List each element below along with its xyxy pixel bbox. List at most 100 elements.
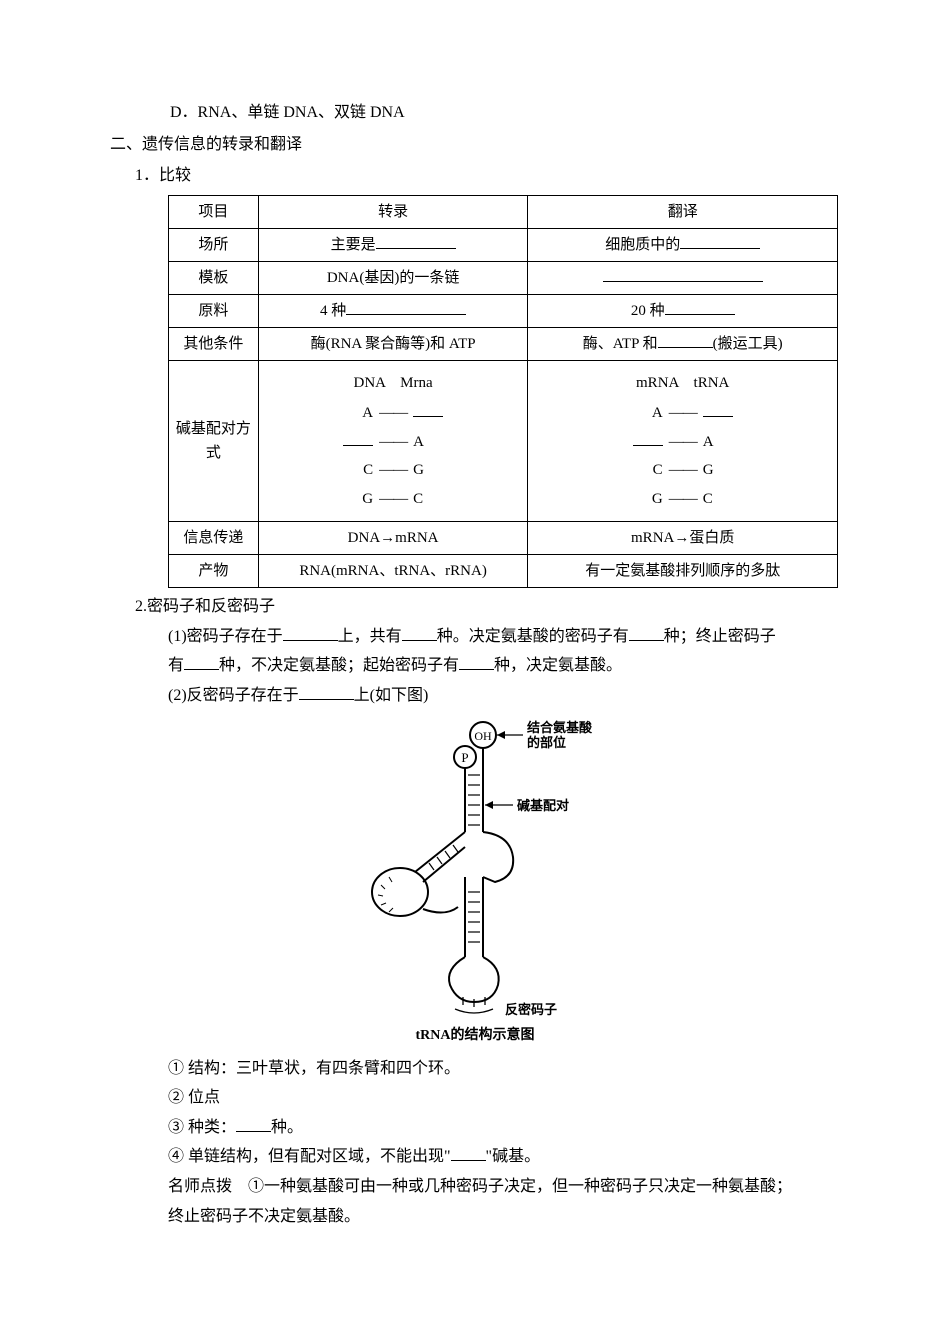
pair-r: A xyxy=(413,428,449,457)
codon-line-3: (2)反密码子存在于 上(如下图) xyxy=(110,683,840,709)
pair-r: G xyxy=(413,456,449,485)
pairing-left-header: DNA Mrna xyxy=(261,369,526,398)
t: ③ 种类： xyxy=(168,1119,236,1136)
row-place-c2-pre: 主要是 xyxy=(331,237,376,253)
row-material-c3-pre: 20 种 xyxy=(631,303,665,319)
bullet-1: ① 结构：三叶草状，有四条臂和四个环。 xyxy=(110,1056,840,1082)
blank xyxy=(299,684,354,700)
pairing-left-block: DNA Mrna A—— ——A C——G G——C xyxy=(261,365,526,518)
row-template-c1: 模板 xyxy=(169,261,259,294)
th-item: 项目 xyxy=(169,195,259,228)
pairing-right-block: mRNA tRNA A—— ——A C——G G——C xyxy=(530,365,835,518)
blank xyxy=(184,654,219,670)
th-translation: 翻译 xyxy=(528,195,838,228)
row-material-c3: 20 种 xyxy=(528,294,838,327)
row-product-c1: 产物 xyxy=(169,555,259,588)
blank xyxy=(283,625,338,641)
blank xyxy=(665,300,735,315)
item-1-compare: 1．比较 xyxy=(110,163,840,189)
row-other-c3: 酶、ATP 和 (搬运工具) xyxy=(528,327,838,360)
document-body: D．RNA、单链 DNA、双链 DNA 二、遗传信息的转录和翻译 1．比较 项目… xyxy=(110,100,840,1229)
comparison-table: 项目 转录 翻译 场所 主要是 细胞质中的 模板 DNA(基因)的一条链 原料 xyxy=(168,195,838,589)
row-other-c3-post: (搬运工具) xyxy=(713,336,783,352)
comparison-table-wrap: 项目 转录 翻译 场所 主要是 细胞质中的 模板 DNA(基因)的一条链 原料 xyxy=(110,195,840,589)
row-place-c3: 细胞质中的 xyxy=(528,228,838,261)
anticodon-label: 反密码子 xyxy=(505,1002,557,1017)
t: (2)反密码子存在于 xyxy=(168,687,299,704)
blank xyxy=(451,1145,486,1161)
pair-l: A xyxy=(337,399,373,428)
row-product-c2: RNA(mRNA、tRNA、rRNA) xyxy=(258,555,528,588)
th-transcription: 转录 xyxy=(258,195,528,228)
row-info-c3: mRNA→蛋白质 xyxy=(528,522,838,555)
blank xyxy=(703,402,733,417)
info-mrna: mRNA xyxy=(395,530,438,546)
codon-line-1: (1)密码子存在于 上，共有 种。决定氨基酸的密码子有 种；终止密码子 xyxy=(110,624,840,650)
t: 种；终止密码子 xyxy=(664,628,776,645)
row-place-c3-pre: 细胞质中的 xyxy=(605,237,680,253)
blank xyxy=(376,234,456,249)
trna-svg: OH P xyxy=(345,717,605,1017)
row-pairing-c2: DNA Mrna A—— ——A C——G G——C xyxy=(258,360,528,522)
pair-r: C xyxy=(703,485,739,514)
blank xyxy=(658,333,713,348)
row-other-c3-pre: 酶、ATP 和 xyxy=(583,336,658,352)
t: 种，决定氨基酸。 xyxy=(494,657,622,674)
t: 有 xyxy=(168,657,184,674)
aa-label-2: 的部位 xyxy=(527,735,566,750)
t: 种。 xyxy=(271,1119,303,1136)
t: 上(如下图) xyxy=(354,687,429,704)
t: (1)密码子存在于 xyxy=(168,628,283,645)
row-material-c2-pre: 4 种 xyxy=(320,303,346,319)
trna-figure: OH P xyxy=(110,717,840,1048)
blank xyxy=(413,402,443,417)
blank xyxy=(343,431,373,446)
figure-caption: tRNA的结构示意图 xyxy=(110,1025,840,1047)
teacher-tip-1: 名师点拨 ①一种氨基酸可由一种或几种密码子决定，但一种密码子只决定一种氨基酸； xyxy=(110,1174,840,1200)
t: 上，共有 xyxy=(338,628,402,645)
row-place-c1: 场所 xyxy=(169,228,259,261)
row-pairing-c1: 碱基配对方式 xyxy=(169,360,259,522)
row-material-c1: 原料 xyxy=(169,294,259,327)
t: "碱基。 xyxy=(486,1148,541,1165)
teacher-tip-2: 终止密码子不决定氨基酸。 xyxy=(110,1204,840,1230)
codon-line-2: 有 种，不决定氨基酸；起始密码子有 种，决定氨基酸。 xyxy=(110,653,840,679)
codon-title: 2.密码子和反密码子 xyxy=(110,594,840,620)
blank xyxy=(603,267,763,282)
bullet-4: ④ 单链结构，但有配对区域，不能出现" "碱基。 xyxy=(110,1144,840,1170)
blank xyxy=(629,625,664,641)
t: 种。决定氨基酸的密码子有 xyxy=(437,628,629,645)
blank xyxy=(459,654,494,670)
pair-r: C xyxy=(413,485,449,514)
pairing-right-header: mRNA tRNA xyxy=(530,369,835,398)
bullet-3: ③ 种类： 种。 xyxy=(110,1115,840,1141)
t: 种，不决定氨基酸；起始密码子有 xyxy=(219,657,459,674)
p-label: P xyxy=(461,750,468,765)
pair-r: A xyxy=(703,428,739,457)
row-template-c2: DNA(基因)的一条链 xyxy=(258,261,528,294)
t: ④ 单链结构，但有配对区域，不能出现" xyxy=(168,1148,451,1165)
section-2-title: 二、遗传信息的转录和翻译 xyxy=(110,132,840,158)
row-info-c2: DNA→mRNA xyxy=(258,522,528,555)
row-other-c2: 酶(RNA 聚合酶等)和 ATP xyxy=(258,327,528,360)
pair-l: G xyxy=(627,485,663,514)
pair-l: G xyxy=(337,485,373,514)
row-info-c1: 信息传递 xyxy=(169,522,259,555)
info-dna: DNA xyxy=(348,530,381,546)
pair-r: G xyxy=(703,456,739,485)
row-other-c1: 其他条件 xyxy=(169,327,259,360)
oh-label: OH xyxy=(474,729,492,743)
aa-label-1: 结合氨基酸 xyxy=(527,720,593,735)
blank xyxy=(680,234,760,249)
pair-label: 碱基配对 xyxy=(517,798,569,813)
row-product-c3: 有一定氨基酸排列顺序的多肽 xyxy=(528,555,838,588)
pair-l: C xyxy=(627,456,663,485)
row-template-c3 xyxy=(528,261,838,294)
pair-l: A xyxy=(627,399,663,428)
pair-l: C xyxy=(337,456,373,485)
row-pairing-c3: mRNA tRNA A—— ——A C——G G——C xyxy=(528,360,838,522)
blank xyxy=(633,431,663,446)
bullet-2: ② 位点 xyxy=(110,1085,840,1111)
blank xyxy=(236,1116,271,1132)
option-d-line: D．RNA、单链 DNA、双链 DNA xyxy=(110,100,840,126)
